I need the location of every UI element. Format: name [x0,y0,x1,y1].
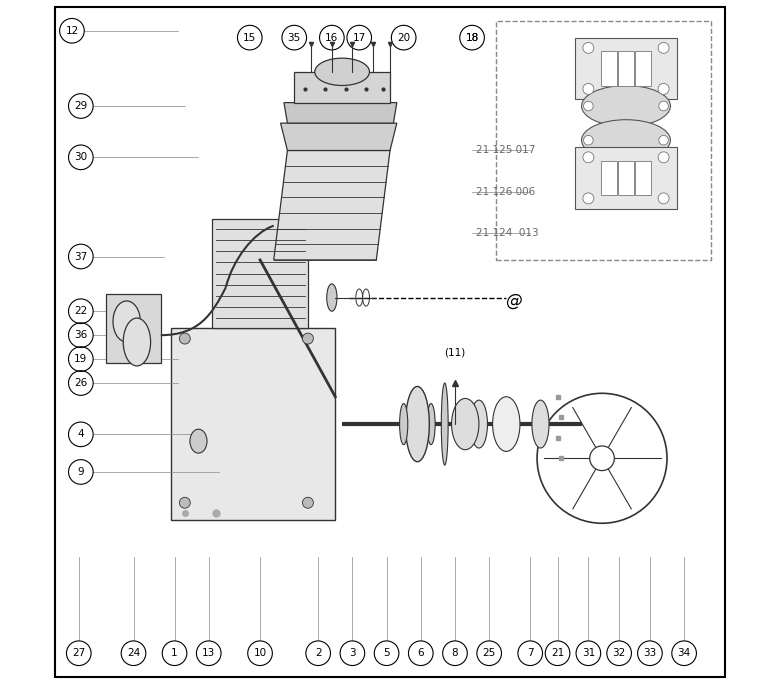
Bar [601,51,617,86]
Ellipse shape [427,404,435,445]
Bar [601,161,617,195]
Text: 9: 9 [77,467,84,477]
Text: 16: 16 [325,33,339,42]
Text: 18: 18 [466,33,479,42]
Bar [575,147,677,209]
Ellipse shape [190,430,207,453]
Text: 19: 19 [74,354,87,364]
Circle shape [179,333,190,344]
Ellipse shape [493,397,520,451]
Circle shape [583,83,594,94]
Text: 12: 12 [66,26,79,36]
Bar [496,21,711,260]
Ellipse shape [582,86,671,127]
Text: 37: 37 [74,252,87,261]
Bar [635,51,651,86]
Polygon shape [212,219,308,328]
Bar [635,161,651,195]
Circle shape [658,42,669,53]
Text: 1: 1 [172,648,178,658]
Text: 30: 30 [74,153,87,162]
Text: 3: 3 [349,648,356,658]
Text: 22: 22 [74,306,87,316]
Circle shape [658,83,669,94]
Polygon shape [281,123,397,150]
Bar [618,161,634,195]
Text: 10: 10 [254,648,267,658]
Text: 8: 8 [452,648,459,658]
Text: 27: 27 [73,648,85,658]
Ellipse shape [113,301,140,342]
Ellipse shape [452,398,479,450]
Text: 32: 32 [612,648,626,658]
Text: (11): (11) [445,347,466,357]
Circle shape [179,497,190,508]
Circle shape [583,101,593,111]
Text: 25: 25 [483,648,496,658]
Text: 17: 17 [353,33,366,42]
Text: 21 124  013: 21 124 013 [476,228,538,237]
Circle shape [583,152,594,163]
Circle shape [583,42,594,53]
Polygon shape [284,103,397,123]
Polygon shape [274,150,390,260]
Text: 36: 36 [74,330,87,340]
Circle shape [583,193,594,204]
Ellipse shape [532,400,549,448]
Text: 35: 35 [288,33,301,42]
Circle shape [658,152,669,163]
Polygon shape [171,328,335,520]
Ellipse shape [123,318,151,366]
Circle shape [658,193,669,204]
Ellipse shape [406,386,429,462]
Text: 31: 31 [582,648,595,658]
Text: 13: 13 [202,648,215,658]
Text: 15: 15 [243,33,257,42]
Text: 6: 6 [417,648,424,658]
Text: 24: 24 [127,648,140,658]
Text: 18: 18 [466,33,479,42]
Ellipse shape [441,383,448,465]
Text: 7: 7 [527,648,534,658]
Text: 21 126 006: 21 126 006 [476,187,535,196]
Text: 2: 2 [315,648,321,658]
Text: @: @ [505,292,522,310]
Text: 33: 33 [644,648,657,658]
Circle shape [659,101,668,111]
Ellipse shape [399,404,408,445]
Ellipse shape [470,400,488,448]
Ellipse shape [582,120,671,161]
Ellipse shape [315,58,370,86]
Circle shape [590,446,615,471]
Text: 20: 20 [397,33,410,42]
Text: 34: 34 [678,648,691,658]
Circle shape [303,497,314,508]
Text: 21: 21 [551,648,564,658]
Text: 21 125 017: 21 125 017 [476,146,535,155]
Ellipse shape [327,284,337,311]
Text: 5: 5 [383,648,390,658]
Bar [618,51,634,86]
Text: 29: 29 [74,101,87,111]
Text: 4: 4 [77,430,84,439]
Polygon shape [106,294,161,363]
Circle shape [303,333,314,344]
Circle shape [659,135,668,145]
Polygon shape [294,72,390,103]
Bar [575,38,677,99]
Circle shape [583,135,593,145]
Text: 26: 26 [74,378,87,388]
